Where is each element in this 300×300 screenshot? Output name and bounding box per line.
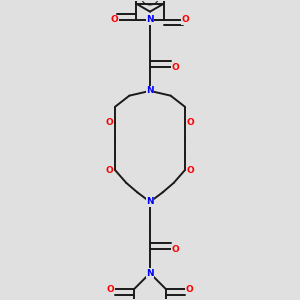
Text: O: O xyxy=(172,245,179,254)
Text: O: O xyxy=(186,284,194,293)
Text: N: N xyxy=(146,15,154,24)
Text: O: O xyxy=(187,118,194,127)
Text: N: N xyxy=(146,86,154,95)
Text: O: O xyxy=(181,15,189,24)
Text: O: O xyxy=(187,166,194,175)
Text: O: O xyxy=(106,166,113,175)
Text: O: O xyxy=(106,284,114,293)
Text: O: O xyxy=(106,118,113,127)
Text: O: O xyxy=(111,15,119,24)
Text: O: O xyxy=(172,63,179,72)
Text: N: N xyxy=(146,269,154,278)
Text: N: N xyxy=(146,197,154,206)
